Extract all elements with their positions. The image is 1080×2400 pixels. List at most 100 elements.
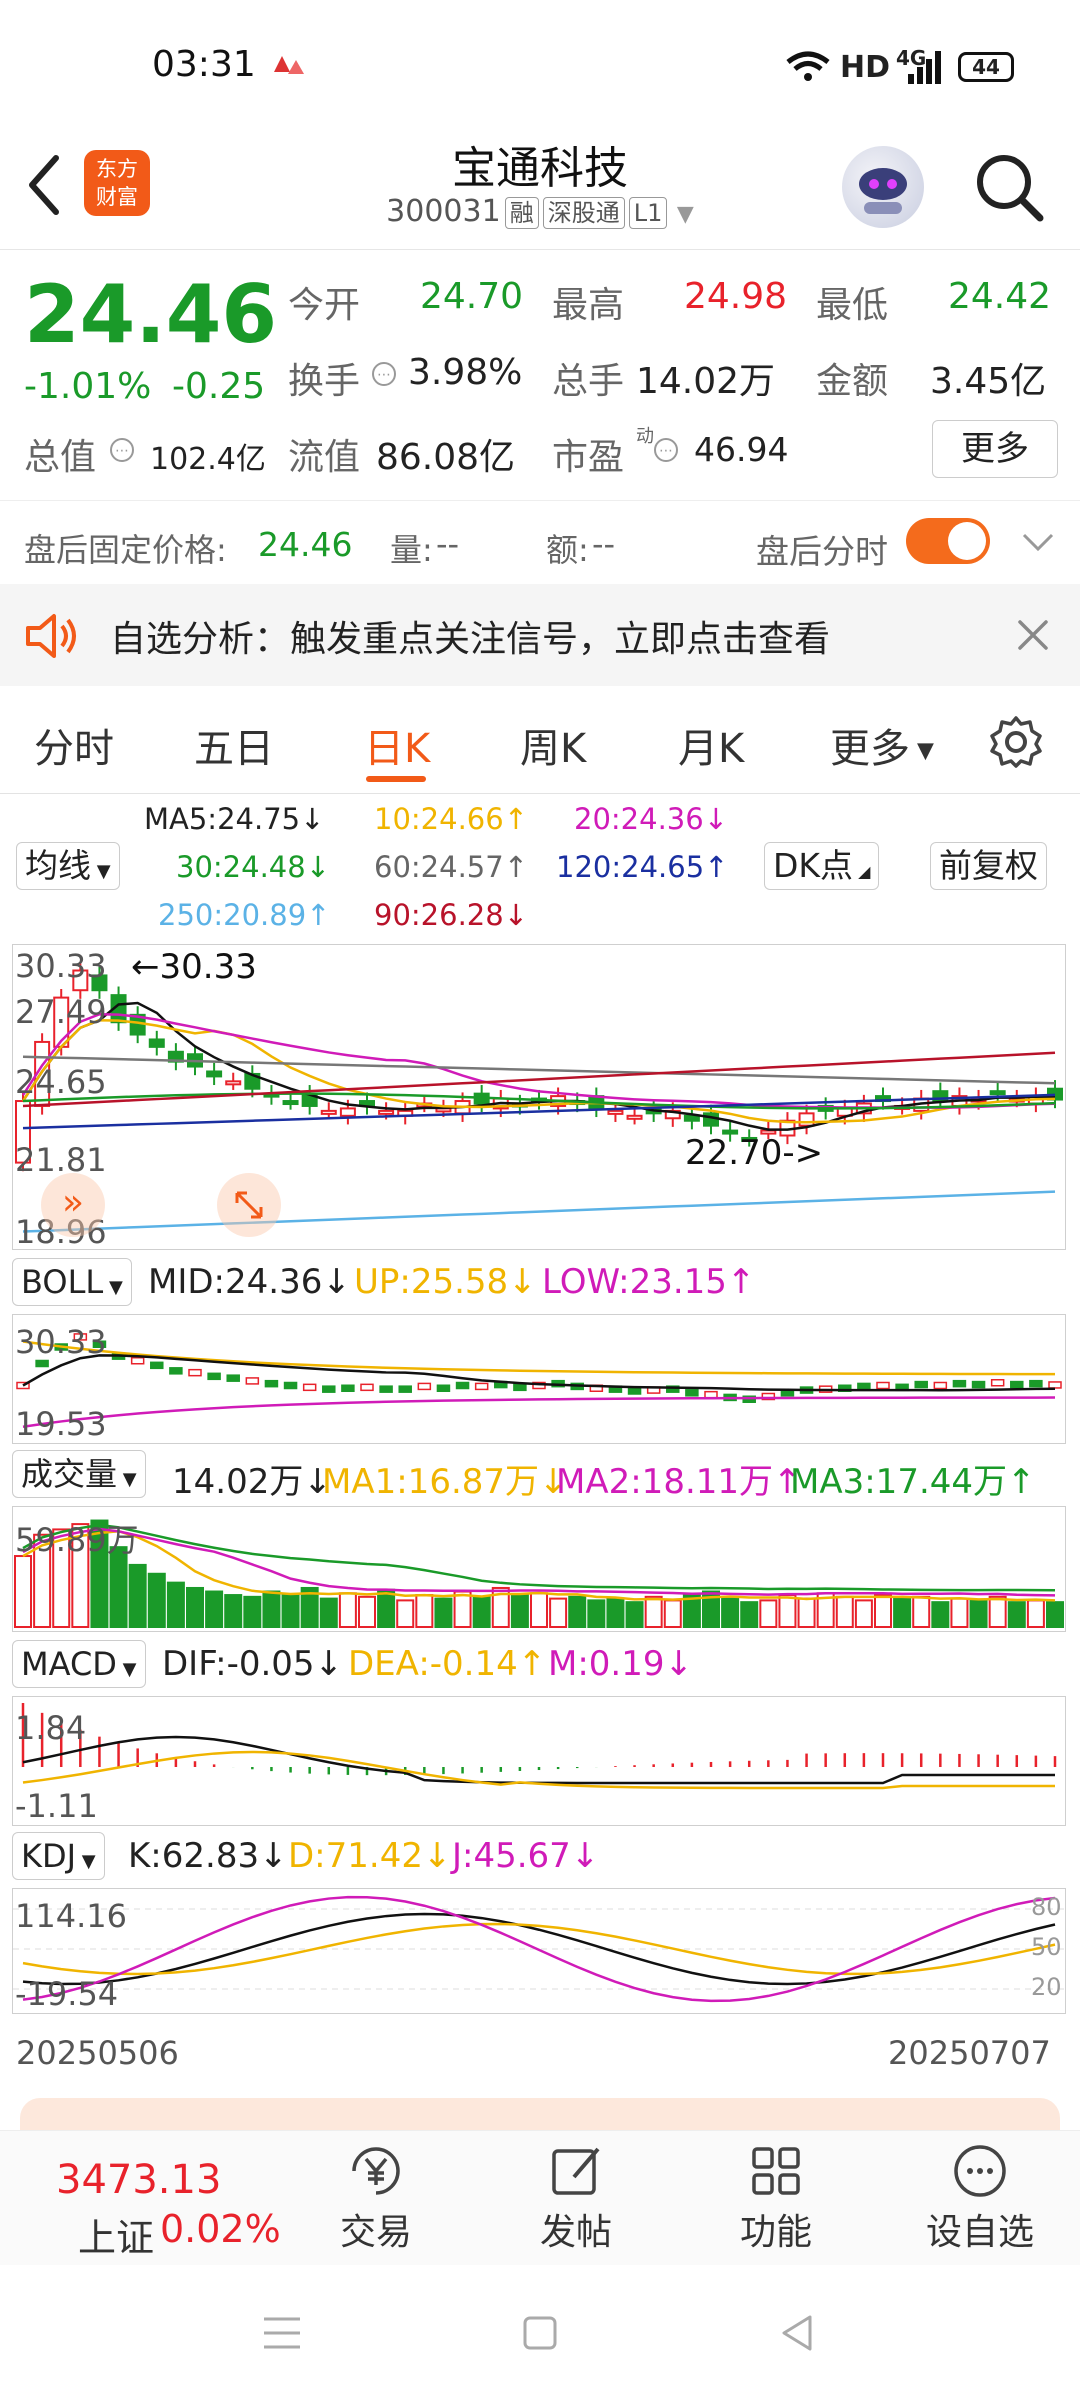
tab-intraday[interactable]: 分时 bbox=[34, 726, 114, 772]
candle-body bbox=[626, 1114, 643, 1120]
candle-body bbox=[72, 969, 89, 992]
tab-monthly-k[interactable]: 月K bbox=[678, 726, 745, 772]
info-icon[interactable]: ⋯ bbox=[370, 360, 398, 388]
search-icon[interactable] bbox=[970, 148, 1050, 228]
candle-body bbox=[225, 1080, 242, 1086]
dk-point-select[interactable]: DK点 ◢ bbox=[764, 842, 880, 890]
macd-panel[interactable]: 1.84 -1.11 bbox=[12, 1696, 1066, 1826]
volume-bar bbox=[224, 1594, 243, 1628]
info-icon[interactable]: ⋯ bbox=[108, 436, 136, 464]
boll-candle bbox=[302, 1383, 317, 1392]
ma30-label: 30:24.48↓ bbox=[176, 850, 330, 884]
back-icon[interactable] bbox=[20, 150, 70, 220]
back-nav-icon[interactable] bbox=[778, 2313, 818, 2353]
kdj-d: D:71.42↓ bbox=[288, 1836, 452, 1876]
volume-chart bbox=[14, 1519, 1064, 1629]
candle-body bbox=[683, 1114, 700, 1122]
logo-text-2: 财富 bbox=[96, 185, 138, 209]
assistant-avatar[interactable] bbox=[842, 146, 924, 228]
chevron-down-icon: ▼ bbox=[76, 1851, 96, 1872]
boll-candle bbox=[513, 1383, 527, 1392]
kdj-select[interactable]: KDJ ▼ bbox=[12, 1832, 105, 1880]
volume-select[interactable]: 成交量 ▼ bbox=[12, 1450, 146, 1498]
candle-body bbox=[320, 1109, 337, 1115]
boll-candle bbox=[207, 1372, 221, 1381]
boll-candle bbox=[436, 1384, 451, 1392]
axis-label-min: 18.96 bbox=[15, 1213, 107, 1251]
boll-up: UP:25.58↓ bbox=[354, 1262, 537, 1302]
volume-bar bbox=[338, 1592, 357, 1628]
stock-header: 东方 财富 宝通科技 300031 融深股通 L1 ▼ bbox=[0, 130, 1080, 250]
edit-icon bbox=[552, 2147, 600, 2195]
adjust-select[interactable]: 前复权 bbox=[930, 842, 1047, 890]
boll-panel[interactable]: 30.33 19.53 bbox=[12, 1314, 1066, 1444]
toggle-knob bbox=[948, 522, 986, 560]
macd-chart bbox=[21, 1703, 1057, 1790]
tab-weekly-k[interactable]: 周K bbox=[520, 726, 587, 772]
yen-icon bbox=[352, 2147, 400, 2195]
tab-more[interactable]: 更多 ▼ bbox=[830, 716, 934, 774]
ma250-label: 250:20.89↑ bbox=[158, 898, 331, 932]
ma250-line bbox=[22, 1190, 1056, 1233]
macd-axis-top: 1.84 bbox=[15, 1709, 87, 1747]
tab-more-label: 更多 bbox=[830, 726, 910, 772]
app-logo[interactable]: 东方 财富 bbox=[84, 150, 150, 216]
ma-select[interactable]: 均线 ▼ bbox=[16, 842, 120, 890]
boll-candle bbox=[379, 1385, 393, 1393]
stock-code-line[interactable]: 300031 融深股通 L1 ▼ bbox=[0, 194, 1080, 229]
boll-candle bbox=[341, 1384, 355, 1392]
gear-icon[interactable] bbox=[988, 714, 1044, 770]
tag-connect: 深股通 bbox=[542, 196, 625, 229]
volume-panel[interactable]: 59.89万 bbox=[12, 1506, 1066, 1632]
axis-label-2: 27.49 bbox=[15, 993, 107, 1031]
boll-candle bbox=[455, 1381, 470, 1390]
home-icon[interactable] bbox=[522, 2315, 558, 2351]
volume-bar bbox=[71, 1523, 90, 1629]
close-icon[interactable] bbox=[1016, 618, 1050, 652]
volume-bar bbox=[759, 1599, 778, 1629]
boll-chart bbox=[16, 1333, 1062, 1428]
fullscreen-icon[interactable] bbox=[217, 1173, 281, 1237]
boll-select[interactable]: BOLL ▼ bbox=[12, 1258, 132, 1306]
add-watchlist-label: 设自选 bbox=[925, 2212, 1034, 2253]
open-label: 今开 bbox=[288, 285, 361, 326]
menu-icon[interactable] bbox=[262, 2315, 302, 2351]
macd-select[interactable]: MACD ▼ bbox=[12, 1640, 146, 1688]
more-button[interactable]: 更多 bbox=[932, 420, 1058, 478]
functions-button[interactable]: 功能 bbox=[706, 2139, 846, 2255]
post-button[interactable]: 发帖 bbox=[506, 2139, 646, 2255]
tab-five-day[interactable]: 五日 bbox=[194, 726, 274, 772]
add-watchlist-button[interactable]: 设自选 bbox=[910, 2139, 1050, 2255]
tab-daily-k[interactable]: 日K bbox=[364, 726, 431, 772]
index-ticker[interactable]: 3473.13 上证 0.02% bbox=[50, 2137, 310, 2260]
volume-bar bbox=[186, 1586, 204, 1628]
after-hours-toggle[interactable] bbox=[906, 518, 990, 564]
boll-candle bbox=[627, 1387, 642, 1395]
notice-banner[interactable]: 自选分析：触发重点关注信号，立即点击查看 bbox=[0, 584, 1080, 686]
boll-candle bbox=[704, 1390, 718, 1399]
boll-candle bbox=[226, 1374, 240, 1382]
amount-value: 3.45亿 bbox=[930, 361, 1047, 402]
boll-candle bbox=[971, 1380, 986, 1389]
tag-margin: 融 bbox=[504, 196, 539, 229]
chevron-down-icon[interactable] bbox=[1020, 529, 1056, 555]
macd-select-label: MACD bbox=[21, 1645, 117, 1683]
boll-candle bbox=[933, 1381, 948, 1390]
boll-candle bbox=[264, 1379, 279, 1388]
boll-candle bbox=[952, 1379, 967, 1388]
boll-axis-top: 30.33 bbox=[15, 1323, 107, 1361]
stock-name: 宝通科技 bbox=[452, 143, 628, 194]
high-annotation-value: 30.33 bbox=[159, 947, 257, 987]
turnover-value: 3.98% bbox=[408, 352, 523, 393]
trade-button[interactable]: 交易 bbox=[306, 2139, 446, 2255]
volume-bar bbox=[281, 1594, 300, 1628]
expand-sidebar-icon[interactable]: » bbox=[41, 1173, 105, 1237]
kline-panel[interactable]: 30.33 27.49 24.65 21.81 18.96 ←30.33 22.… bbox=[12, 944, 1066, 1251]
ma10-line bbox=[21, 1019, 1056, 1124]
kdj-panel[interactable]: 114.16 -19.54 80 50 20 bbox=[12, 1888, 1067, 2014]
candle-body bbox=[282, 1100, 299, 1106]
volume-select-label: 成交量 bbox=[21, 1455, 118, 1493]
boll-candle bbox=[169, 1367, 183, 1375]
volume-ma2-line bbox=[22, 1527, 1056, 1597]
info-icon[interactable]: ⋯ bbox=[652, 436, 680, 464]
